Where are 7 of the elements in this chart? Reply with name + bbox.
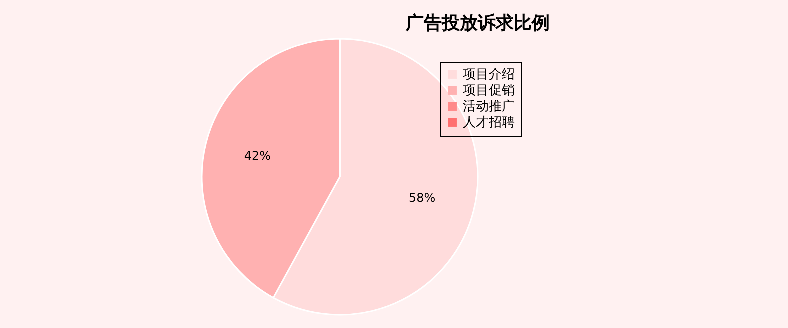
legend-label: 人才招聘 — [463, 116, 515, 130]
legend-label: 活动推广 — [463, 100, 515, 114]
data-label: 42% — [244, 148, 272, 163]
legend-label: 项目促销 — [463, 84, 515, 98]
legend-label: 项目介绍 — [463, 68, 515, 82]
chart-title: 广告投放诉求比例 — [405, 13, 550, 34]
data-label: 58% — [408, 191, 436, 206]
